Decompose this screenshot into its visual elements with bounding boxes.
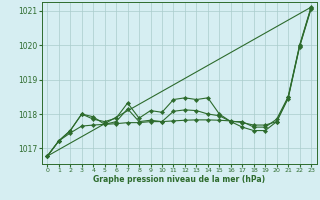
X-axis label: Graphe pression niveau de la mer (hPa): Graphe pression niveau de la mer (hPa): [93, 175, 265, 184]
